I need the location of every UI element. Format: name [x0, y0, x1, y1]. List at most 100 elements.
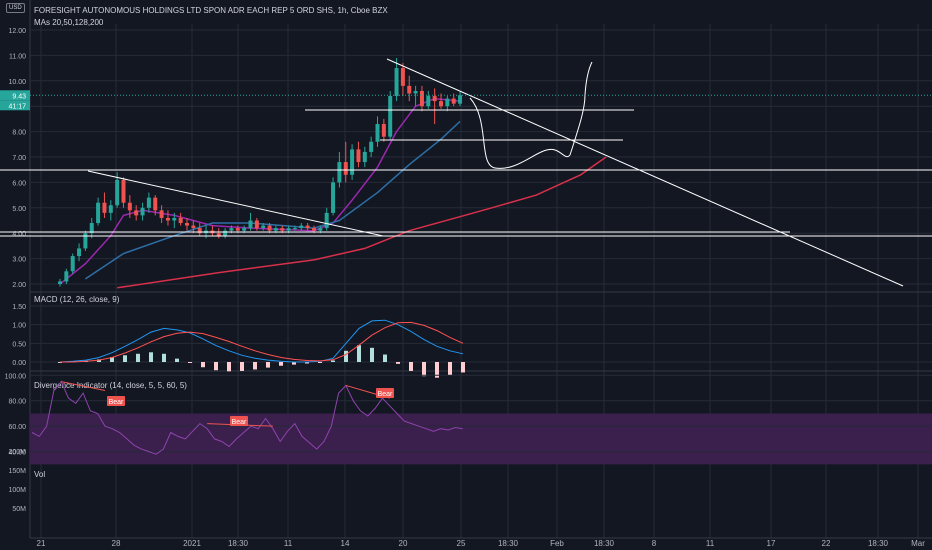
- candle-body: [70, 256, 75, 272]
- candle-body: [254, 220, 259, 229]
- candle-body: [407, 85, 412, 94]
- candle-body: [165, 217, 170, 221]
- candle-body: [96, 202, 101, 224]
- macd-histogram-bar: [318, 362, 322, 363]
- macd-histogram-bar: [331, 360, 335, 362]
- macd-histogram-bar: [240, 362, 244, 371]
- candle-body: [223, 230, 228, 236]
- macd-histogram-bar: [266, 362, 270, 368]
- macd-histogram-bar: [435, 362, 439, 378]
- candle-body: [83, 233, 88, 249]
- bear-label: Bear: [378, 391, 393, 398]
- y-tick-label: 11.00: [9, 53, 26, 60]
- y-tick-label: 7.00: [12, 155, 26, 162]
- macd-histogram-bar: [370, 347, 374, 362]
- candle-body: [375, 123, 380, 142]
- y-tick-label: 100M: [8, 487, 26, 494]
- y-tick-label: 8.00: [12, 130, 26, 137]
- candle-body: [242, 228, 247, 231]
- macd-histogram-bar: [162, 353, 166, 362]
- countdown-badge: [0, 100, 30, 111]
- candle-body: [89, 223, 94, 234]
- last-price-badge: [0, 90, 30, 101]
- macd-histogram-bar: [123, 355, 127, 362]
- candle-body: [331, 182, 336, 213]
- ma-line-ma200: [117, 156, 607, 289]
- candle-body: [191, 225, 196, 229]
- x-tick-label: 18:30: [498, 539, 519, 548]
- projected-path: [469, 61, 593, 169]
- macd-histogram-bar: [149, 352, 153, 362]
- x-tick-label: 11: [284, 539, 293, 548]
- candle-body: [102, 202, 107, 213]
- bear-label: Bear: [232, 419, 247, 426]
- y-tick-label: 100.00: [5, 373, 27, 380]
- y-tick-label: 40.00: [8, 450, 26, 457]
- trendline: [87, 170, 384, 237]
- bear-label-bg: [376, 388, 394, 398]
- y-tick-label: 60.00: [8, 424, 26, 431]
- y-tick-label: 12.00: [8, 28, 26, 35]
- x-tick-label: Mar: [911, 539, 925, 548]
- divergence-line: [31, 380, 463, 455]
- y-tick-label: 0.50: [12, 341, 26, 348]
- ma-legend: MAs 20,50,128,200: [34, 18, 104, 27]
- y-tick-label: 6.00: [12, 180, 26, 187]
- candle-body: [369, 141, 374, 152]
- macd-histogram-bar: [383, 354, 387, 362]
- candle-body: [324, 212, 329, 229]
- x-tick-label: 8: [652, 539, 657, 548]
- candle-body: [146, 197, 151, 208]
- candle-body: [381, 123, 386, 137]
- candle-body: [394, 68, 399, 97]
- candle-body: [337, 162, 342, 183]
- candle-body: [235, 228, 240, 231]
- candle-body: [426, 96, 431, 107]
- candle-body: [140, 207, 145, 216]
- candle-body: [458, 95, 463, 104]
- candle-body: [267, 225, 272, 231]
- macd-histogram-bar: [201, 362, 205, 368]
- macd-histogram-bar: [292, 362, 296, 365]
- last-price-label: 9.43: [12, 93, 26, 100]
- bear-label: Bear: [109, 399, 124, 406]
- y-tick-label: 4.00: [12, 231, 26, 238]
- candle-body: [413, 90, 418, 94]
- divergence-band: [30, 413, 932, 465]
- candle-body: [261, 225, 266, 229]
- candle-body: [318, 228, 323, 231]
- macd-histogram-bar: [227, 362, 231, 372]
- macd-histogram-bar: [305, 362, 309, 364]
- macd-histogram-bar: [110, 357, 114, 362]
- candle-body: [178, 217, 183, 224]
- y-tick-label: 1.50: [12, 304, 26, 311]
- x-tick-label: 25: [457, 539, 466, 548]
- candle-body: [350, 149, 355, 175]
- macd-histogram-bar: [214, 362, 218, 371]
- candle-body: [108, 205, 113, 213]
- macd-histogram-bar: [136, 353, 140, 362]
- candle-body: [292, 228, 297, 230]
- macd-histogram-bar: [175, 358, 179, 362]
- candle-body: [153, 197, 158, 211]
- candle-body: [439, 101, 443, 107]
- candle-body: [343, 162, 348, 175]
- currency-badge: USD: [6, 3, 25, 13]
- candle-body: [64, 271, 69, 282]
- x-tick-label: 2021: [183, 539, 201, 548]
- x-tick-label: 17: [767, 539, 776, 548]
- candle-body: [121, 179, 126, 203]
- macd-histogram-bar: [97, 359, 101, 362]
- candle-body: [273, 228, 278, 231]
- y-tick-label: 0.00: [12, 360, 26, 367]
- candle-body: [445, 98, 450, 107]
- candle-body: [305, 225, 310, 229]
- candle-body: [388, 96, 393, 137]
- y-tick-label: 50M: [12, 506, 26, 513]
- candle-body: [356, 149, 361, 163]
- candle-body: [134, 210, 139, 216]
- x-tick-label: 11: [706, 539, 715, 548]
- candle-body: [280, 228, 285, 231]
- y-tick-label: 200M: [8, 449, 26, 456]
